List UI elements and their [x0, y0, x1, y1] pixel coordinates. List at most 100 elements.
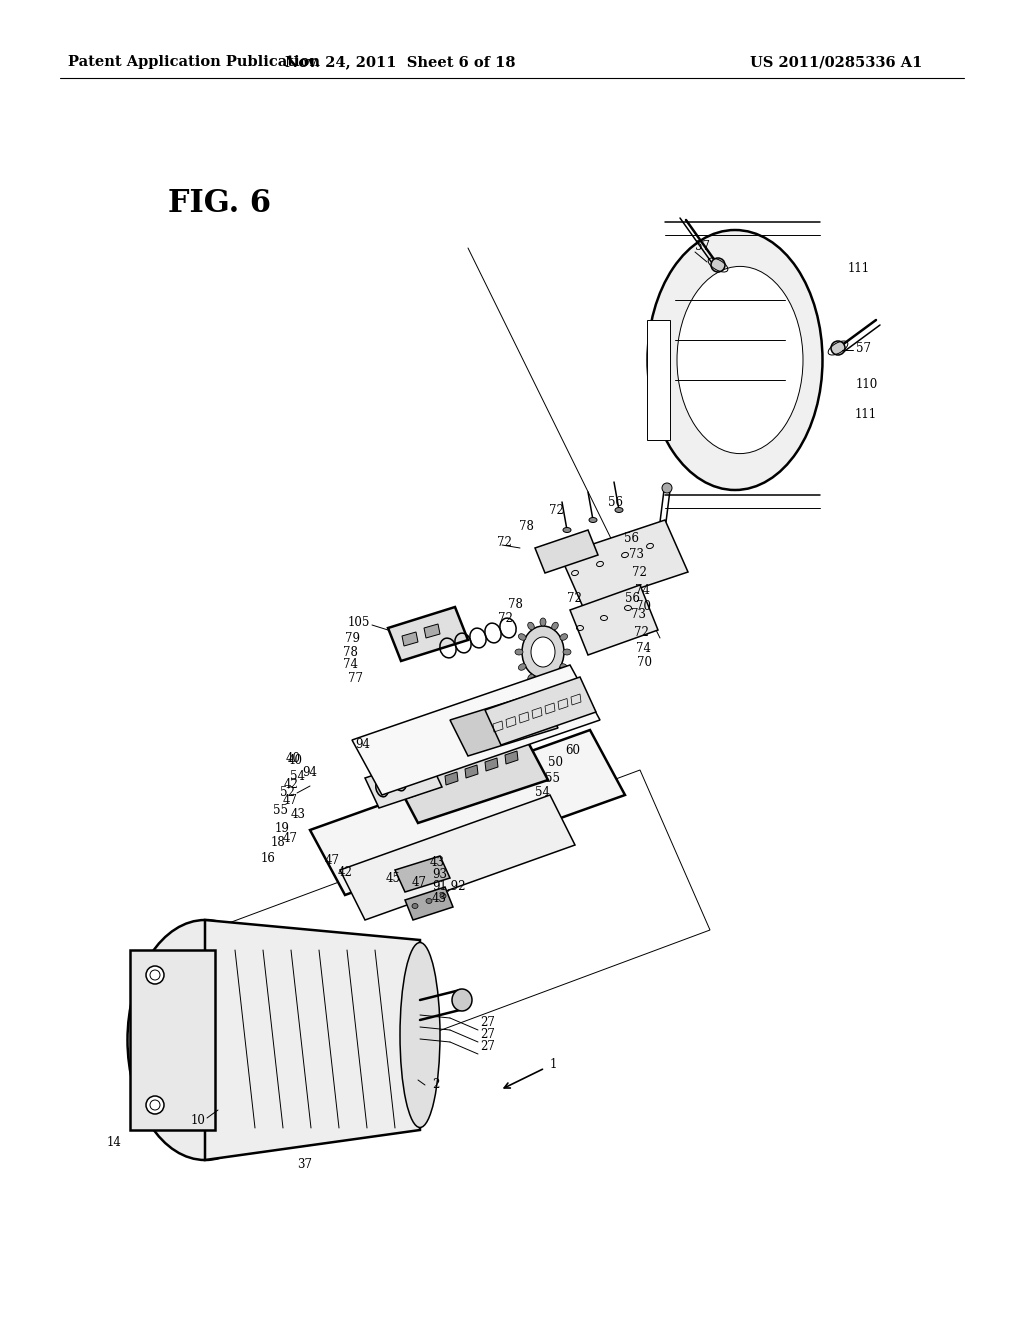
Text: 18: 18	[270, 837, 285, 850]
Text: 72: 72	[497, 536, 512, 549]
Ellipse shape	[540, 618, 546, 626]
Ellipse shape	[440, 894, 446, 899]
Ellipse shape	[426, 899, 432, 903]
Ellipse shape	[216, 1059, 224, 1064]
Text: 73: 73	[629, 549, 644, 561]
Ellipse shape	[677, 267, 803, 454]
Ellipse shape	[560, 634, 567, 640]
Polygon shape	[535, 531, 598, 573]
Text: 94: 94	[302, 767, 317, 780]
Ellipse shape	[394, 774, 407, 791]
Polygon shape	[388, 607, 468, 661]
Text: 1: 1	[550, 1059, 557, 1072]
Ellipse shape	[563, 649, 571, 655]
Text: 55: 55	[545, 771, 560, 784]
Text: 93: 93	[432, 869, 447, 882]
Ellipse shape	[563, 528, 571, 532]
Text: 10: 10	[191, 1114, 206, 1126]
Polygon shape	[340, 795, 575, 920]
Ellipse shape	[179, 1038, 187, 1043]
Ellipse shape	[452, 989, 472, 1011]
Text: 72: 72	[567, 591, 582, 605]
Ellipse shape	[540, 678, 546, 686]
Text: 45: 45	[386, 873, 401, 886]
Ellipse shape	[527, 675, 535, 681]
Text: 73: 73	[631, 609, 646, 622]
Ellipse shape	[831, 341, 845, 355]
Text: 72: 72	[549, 503, 563, 516]
Text: US 2011/0285336 A1: US 2011/0285336 A1	[750, 55, 923, 69]
Text: Patent Application Publication: Patent Application Publication	[68, 55, 319, 69]
Ellipse shape	[184, 1007, 226, 1072]
Text: 111: 111	[855, 408, 878, 421]
Text: 72: 72	[634, 626, 649, 639]
Text: 74: 74	[635, 583, 650, 597]
Ellipse shape	[150, 954, 260, 1125]
Text: 60: 60	[565, 743, 580, 756]
Polygon shape	[395, 855, 450, 892]
Text: 105: 105	[347, 615, 370, 628]
Text: 19: 19	[275, 821, 290, 834]
Polygon shape	[310, 730, 625, 895]
Polygon shape	[505, 751, 518, 764]
Polygon shape	[130, 950, 215, 1130]
Polygon shape	[647, 319, 670, 440]
Ellipse shape	[169, 985, 241, 1096]
Ellipse shape	[518, 634, 526, 640]
Ellipse shape	[589, 517, 597, 523]
Ellipse shape	[412, 903, 418, 908]
Polygon shape	[445, 772, 458, 785]
Text: 74: 74	[343, 659, 358, 672]
Text: 54: 54	[290, 771, 305, 784]
Text: 47: 47	[325, 854, 340, 866]
Ellipse shape	[527, 622, 535, 630]
Polygon shape	[205, 920, 420, 1160]
Ellipse shape	[400, 942, 440, 1127]
Text: 43: 43	[291, 808, 306, 821]
Text: 57: 57	[856, 342, 871, 355]
Text: FIG. 6: FIG. 6	[168, 187, 271, 219]
Polygon shape	[450, 692, 558, 756]
Polygon shape	[570, 585, 658, 655]
Text: 72: 72	[632, 565, 647, 578]
Ellipse shape	[194, 1023, 216, 1057]
Text: 40: 40	[286, 751, 301, 764]
Text: 27: 27	[480, 1016, 495, 1030]
Text: 47: 47	[283, 793, 298, 807]
Ellipse shape	[223, 1038, 231, 1043]
Text: 72: 72	[498, 611, 513, 624]
Text: 14: 14	[108, 1135, 122, 1148]
Polygon shape	[402, 632, 418, 645]
Text: 94: 94	[355, 738, 370, 751]
Polygon shape	[406, 887, 453, 920]
Text: 47: 47	[283, 832, 298, 845]
Text: 56: 56	[625, 591, 640, 605]
Ellipse shape	[711, 257, 725, 272]
Text: 79: 79	[345, 631, 360, 644]
Text: 54: 54	[535, 787, 550, 800]
Ellipse shape	[552, 622, 558, 630]
Text: 78: 78	[508, 598, 523, 611]
Text: 27: 27	[480, 1040, 495, 1053]
Ellipse shape	[531, 638, 555, 667]
Text: 91,92: 91,92	[432, 879, 466, 892]
Text: 42: 42	[283, 777, 298, 791]
Text: 77: 77	[348, 672, 362, 685]
Text: 110: 110	[856, 379, 879, 392]
Text: 37: 37	[298, 1159, 312, 1172]
Ellipse shape	[376, 779, 388, 797]
Polygon shape	[485, 677, 596, 744]
Text: 56: 56	[608, 495, 623, 508]
Text: Nov. 24, 2011  Sheet 6 of 18: Nov. 24, 2011 Sheet 6 of 18	[285, 55, 515, 69]
Text: 52: 52	[281, 787, 295, 800]
Polygon shape	[560, 520, 688, 607]
Ellipse shape	[515, 649, 523, 655]
Ellipse shape	[128, 920, 283, 1160]
Ellipse shape	[522, 626, 564, 678]
Text: 57: 57	[695, 240, 710, 253]
Polygon shape	[352, 665, 600, 795]
Polygon shape	[485, 758, 498, 771]
Text: 74: 74	[636, 642, 651, 655]
Text: 70: 70	[637, 656, 652, 669]
Ellipse shape	[560, 664, 567, 671]
